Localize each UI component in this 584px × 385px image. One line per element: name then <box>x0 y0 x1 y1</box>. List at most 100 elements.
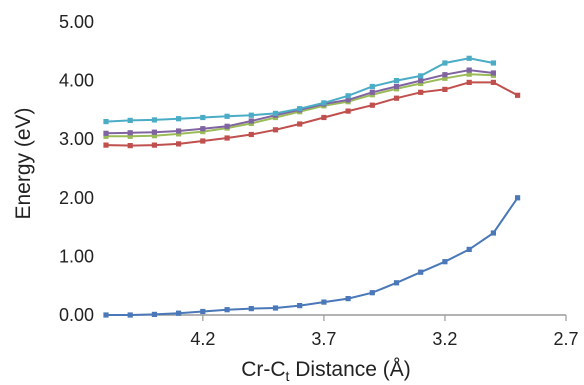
data-point <box>418 73 424 79</box>
y-tick-label: 4.00 <box>59 71 94 91</box>
data-point <box>369 290 375 296</box>
x-axis-ticks: 4.2 3.7 3.2 2.7 <box>190 315 579 349</box>
data-point <box>321 100 327 106</box>
series-2 <box>103 79 521 149</box>
data-point <box>127 130 133 136</box>
data-point <box>321 299 327 305</box>
data-point <box>418 78 424 84</box>
data-point <box>248 306 254 312</box>
x-axis-title-main: Cr-C <box>241 358 285 381</box>
data-point <box>248 131 254 138</box>
data-point <box>297 121 303 127</box>
data-point <box>103 133 109 139</box>
series-3 <box>103 71 496 139</box>
data-point <box>466 79 472 85</box>
data-point <box>369 102 375 108</box>
data-point <box>200 138 206 144</box>
data-point <box>224 135 230 141</box>
data-point <box>127 312 133 318</box>
y-tick-label: 1.00 <box>59 246 94 266</box>
data-point <box>490 79 496 85</box>
series-line <box>106 73 494 138</box>
data-point <box>224 123 230 129</box>
x-tick-label: 3.7 <box>311 329 336 349</box>
data-point <box>200 129 206 135</box>
data-point <box>490 60 496 66</box>
data-point <box>321 114 327 121</box>
data-point <box>200 114 206 121</box>
data-point <box>297 303 303 309</box>
x-tick-label: 3.2 <box>432 329 457 349</box>
data-point <box>345 97 351 103</box>
data-point <box>248 118 254 124</box>
data-point <box>127 117 133 123</box>
data-point <box>200 308 206 315</box>
data-point <box>490 70 496 76</box>
data-point <box>127 133 133 139</box>
data-point <box>103 312 109 318</box>
x-axis-title: Cr-Ct Distance (Å) <box>241 358 411 384</box>
data-point <box>369 89 375 95</box>
data-point <box>272 127 279 133</box>
data-point <box>127 143 133 149</box>
data-point <box>345 93 351 99</box>
y-tick-label: 0.00 <box>59 305 94 325</box>
series-layer <box>103 55 521 318</box>
data-point <box>442 60 448 66</box>
data-point <box>272 305 279 311</box>
data-point <box>176 310 182 316</box>
data-point <box>442 86 448 92</box>
series-line <box>106 197 519 316</box>
x-axis-title-subscript: t <box>286 368 290 384</box>
data-point <box>418 80 424 87</box>
y-tick-label: 5.00 <box>59 12 94 32</box>
data-point <box>103 119 109 125</box>
data-point <box>442 75 448 81</box>
data-point <box>442 259 448 265</box>
data-point <box>418 269 424 275</box>
x-axis-title-suffix: Distance (Å) <box>289 358 410 381</box>
data-point <box>151 311 157 317</box>
data-point <box>393 83 400 90</box>
data-point <box>515 195 521 201</box>
data-point <box>176 116 182 122</box>
data-point <box>224 113 230 119</box>
data-point <box>151 142 157 148</box>
data-point <box>515 92 521 98</box>
x-tick-label: 2.7 <box>553 329 578 349</box>
y-axis-ticks: 0.00 1.00 2.00 3.00 4.00 5.00 <box>59 12 94 325</box>
y-tick-label: 3.00 <box>59 129 94 149</box>
data-point <box>248 112 254 118</box>
data-point <box>466 71 472 77</box>
series-line <box>105 81 519 147</box>
data-point <box>466 67 472 73</box>
data-point <box>200 126 206 132</box>
data-point <box>103 142 109 148</box>
data-point <box>466 55 472 61</box>
data-point <box>393 280 400 286</box>
data-point <box>272 110 279 116</box>
data-point <box>297 106 303 112</box>
series-5 <box>103 55 496 125</box>
data-point <box>151 133 157 139</box>
data-point <box>151 117 157 123</box>
data-point <box>490 230 496 236</box>
data-point <box>393 95 400 101</box>
data-point <box>151 129 157 135</box>
data-point <box>224 307 230 313</box>
x-tick-label: 4.2 <box>190 329 215 349</box>
data-point <box>369 83 375 90</box>
series-1 <box>103 195 521 318</box>
data-point <box>103 130 109 136</box>
data-point <box>442 72 448 78</box>
data-point <box>176 131 182 137</box>
data-point <box>418 89 424 95</box>
data-point <box>466 246 472 252</box>
data-point <box>393 78 400 84</box>
y-axis-title: Energy (eV) <box>12 107 35 219</box>
y-tick-label: 2.00 <box>59 188 94 208</box>
data-point <box>176 141 182 147</box>
data-point <box>345 108 351 114</box>
data-point <box>176 128 182 134</box>
